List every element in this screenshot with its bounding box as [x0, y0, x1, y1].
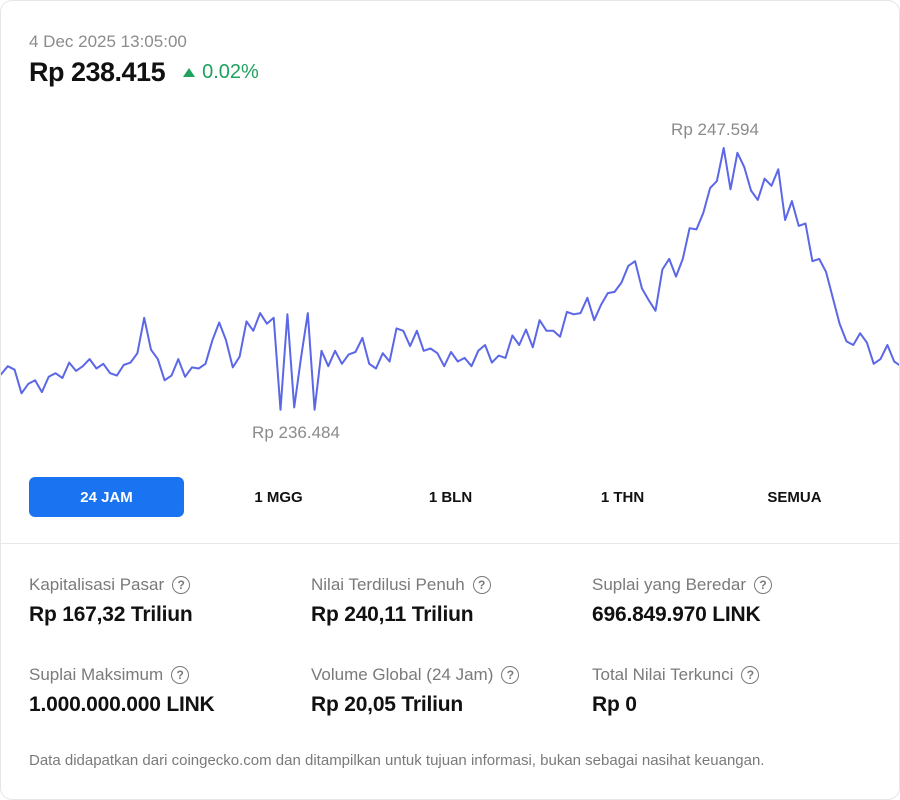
question-circle-icon[interactable]: ? — [172, 576, 191, 594]
tab-24-jam[interactable]: 24 JAM — [29, 477, 184, 517]
question-circle-icon[interactable]: ? — [501, 666, 520, 684]
section-divider — [1, 543, 899, 544]
stat-value: Rp 167,32 Triliun — [29, 603, 193, 626]
price-change: 0.02% — [183, 61, 259, 84]
stat-value: Rp 0 — [592, 693, 637, 716]
stat-fully-diluted-value: Nilai Terdilusi Penuh ? Rp 240,11 Triliu… — [311, 575, 581, 627]
tab-semua[interactable]: SEMUA — [767, 488, 822, 506]
stat-label: Nilai Terdilusi Penuh — [311, 575, 465, 594]
min-price-label: Rp 236.484 — [252, 423, 340, 442]
stat-value: Rp 240,11 Triliun — [311, 603, 474, 626]
price-line-chart[interactable]: Rp 247.594 Rp 236.484 — [1, 111, 900, 451]
tab-1-bln[interactable]: 1 BLN — [428, 488, 473, 506]
question-circle-icon[interactable]: ? — [741, 666, 760, 684]
disclaimer-text: Data didapatkan dari coingecko.com dan d… — [29, 752, 765, 769]
timestamp: 4 Dec 2025 13:05:00 — [29, 32, 187, 51]
stat-value: Rp 20,05 Triliun — [311, 693, 464, 716]
tab-1-thn[interactable]: 1 THN — [600, 488, 645, 506]
price-change-value: 0.02% — [202, 61, 259, 83]
stat-label: Kapitalisasi Pasar — [29, 575, 165, 594]
stat-label: Suplai Maksimum — [29, 665, 164, 684]
question-circle-icon[interactable]: ? — [754, 576, 773, 594]
timeframe-tabs: 24 JAM 1 MGG 1 BLN 1 THN SEMUA — [29, 477, 873, 517]
question-circle-icon[interactable]: ? — [472, 576, 491, 594]
stat-global-volume: Volume Global (24 Jam) ? Rp 20,05 Triliu… — [311, 665, 581, 717]
stat-total-value-locked: Total Nilai Terkunci ? Rp 0 — [592, 665, 862, 717]
stat-market-cap: Kapitalisasi Pasar ? Rp 167,32 Triliun — [29, 575, 299, 627]
question-circle-icon[interactable]: ? — [171, 666, 190, 684]
price-row: Rp 238.415 0.02% — [29, 57, 259, 88]
stat-label: Suplai yang Beredar — [592, 575, 747, 594]
price-chart[interactable]: Rp 247.594 Rp 236.484 — [1, 111, 900, 451]
stat-label: Volume Global (24 Jam) — [311, 665, 494, 684]
tab-1-mgg[interactable]: 1 MGG — [254, 488, 303, 506]
stat-max-supply: Suplai Maksimum ? 1.000.000.000 LINK — [29, 665, 299, 717]
up-arrow-icon — [183, 68, 196, 77]
stat-value: 1.000.000.000 LINK — [29, 693, 215, 716]
max-price-label: Rp 247.594 — [671, 120, 759, 139]
price-line — [1, 147, 899, 411]
current-price: Rp 238.415 — [29, 57, 166, 87]
stat-value: 696.849.970 LINK — [592, 603, 761, 626]
stat-label: Total Nilai Terkunci — [592, 665, 734, 684]
stat-circulating-supply: Suplai yang Beredar ? 696.849.970 LINK — [592, 575, 862, 627]
